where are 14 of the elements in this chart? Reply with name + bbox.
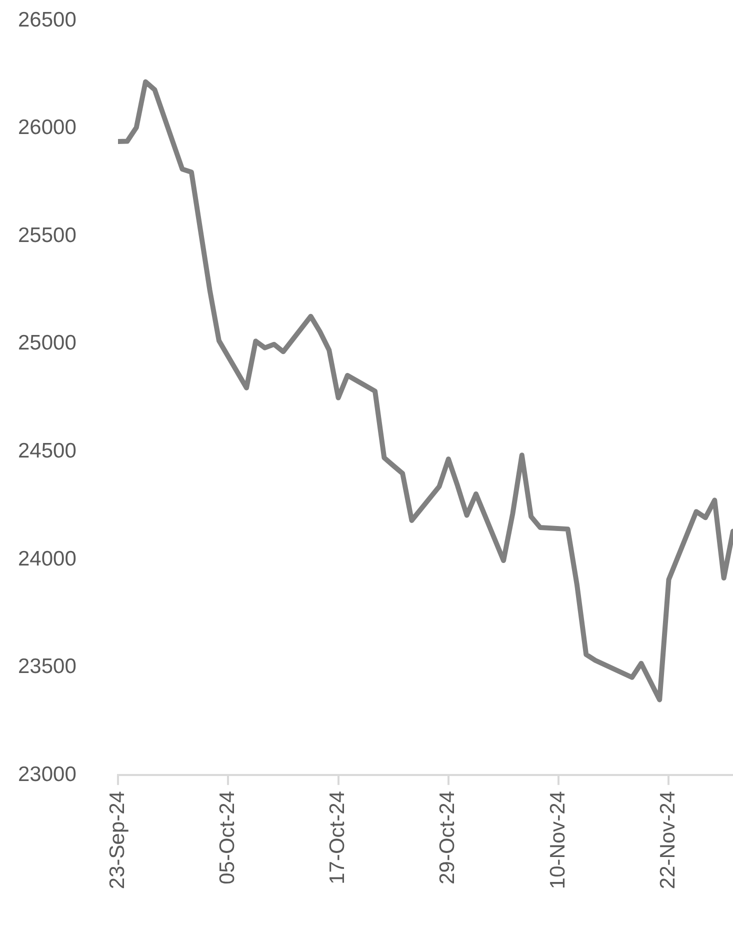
x-tick-label: 23-Sep-24 (106, 790, 129, 890)
x-tick-label: 10-Nov-24 (546, 790, 570, 890)
y-tick-label: 24500 (18, 439, 76, 462)
y-tick-label: 25000 (18, 332, 76, 355)
x-tick-label: 29-Oct-24 (436, 790, 460, 884)
x-tick-label: 05-Oct-24 (216, 790, 239, 884)
y-tick-label: 23500 (18, 655, 76, 678)
y-tick-label: 23000 (18, 762, 76, 786)
x-tick-label: 17-Oct-24 (326, 790, 350, 884)
y-tick-label: 25500 (18, 224, 76, 247)
x-tick-label: 22-Nov-24 (656, 790, 680, 890)
y-tick-label: 24000 (18, 547, 76, 570)
y-tick-label: 26500 (18, 8, 76, 32)
y-tick-label: 26000 (18, 116, 76, 140)
